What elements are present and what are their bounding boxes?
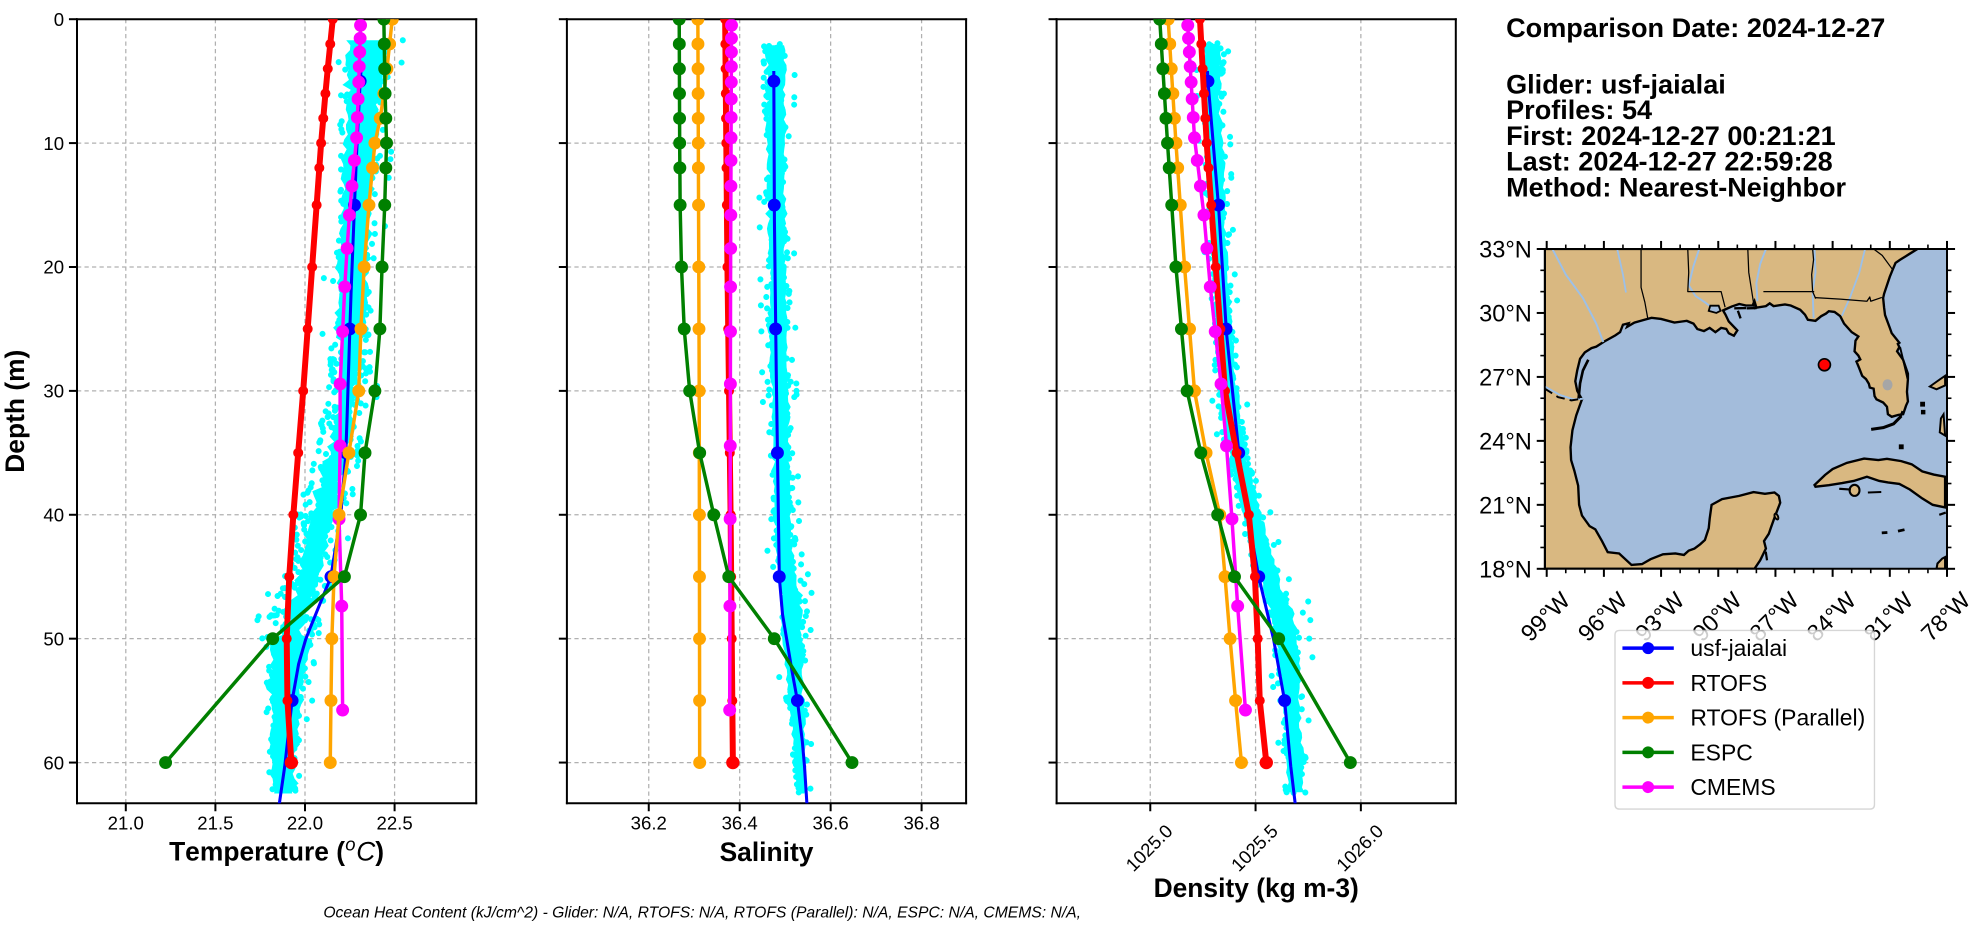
svg-text:Last: 2024-12-27 22:59:28: Last: 2024-12-27 22:59:28	[1506, 146, 1833, 177]
svg-text:60: 60	[43, 752, 64, 773]
svg-text:30: 30	[43, 381, 64, 402]
svg-text:0: 0	[54, 9, 64, 30]
svg-text:T e m p: T e m p e r a t u r e ( ) o C	[169, 831, 390, 867]
svg-text:21.0: 21.0	[108, 813, 144, 834]
svg-text:usf-jaialai: usf-jaialai	[1690, 635, 1787, 661]
svg-text:Comparison Date: 2024-12-27: Comparison Date: 2024-12-27	[1506, 12, 1885, 43]
svg-text:RTOFS: RTOFS	[1690, 670, 1767, 696]
svg-text:Density (kg m-3): Density (kg m-3)	[1154, 873, 1359, 903]
svg-text:36.8: 36.8	[903, 813, 939, 834]
svg-text:27°N: 27°N	[1479, 365, 1532, 391]
svg-text:40: 40	[43, 505, 64, 526]
svg-text:Salinity: Salinity	[720, 837, 814, 867]
svg-text:Profiles: 54: Profiles: 54	[1506, 94, 1652, 125]
svg-text:First: 2024-12-27 00:21:21: First: 2024-12-27 00:21:21	[1506, 120, 1836, 151]
svg-text:36.2: 36.2	[631, 813, 667, 834]
svg-text:CMEMS: CMEMS	[1690, 774, 1775, 800]
svg-text:RTOFS (Parallel): RTOFS (Parallel)	[1690, 705, 1865, 731]
svg-text:30°N: 30°N	[1479, 302, 1532, 328]
svg-text:Ocean Heat Content (kJ/cm^2) -: Ocean Heat Content (kJ/cm^2) - Glider: N…	[323, 905, 1081, 922]
svg-text:Glider: usf-jaialai: Glider: usf-jaialai	[1506, 68, 1726, 99]
svg-text:22.5: 22.5	[376, 813, 412, 834]
svg-text:24°N: 24°N	[1479, 429, 1532, 455]
svg-text:Method: Nearest-Neighbor: Method: Nearest-Neighbor	[1506, 171, 1846, 202]
svg-text:33°N: 33°N	[1479, 238, 1532, 264]
svg-text:36.4: 36.4	[722, 813, 758, 834]
svg-text:18°N: 18°N	[1479, 557, 1532, 583]
svg-text:21.5: 21.5	[197, 813, 233, 834]
svg-text:20: 20	[43, 257, 64, 278]
svg-text:21°N: 21°N	[1479, 493, 1532, 519]
svg-text:50: 50	[43, 628, 64, 649]
svg-text:10: 10	[43, 133, 64, 154]
svg-text:Depth (m): Depth (m)	[0, 350, 30, 473]
svg-text:ESPC: ESPC	[1690, 739, 1752, 765]
svg-text:36.6: 36.6	[813, 813, 849, 834]
svg-text:22.0: 22.0	[287, 813, 323, 834]
